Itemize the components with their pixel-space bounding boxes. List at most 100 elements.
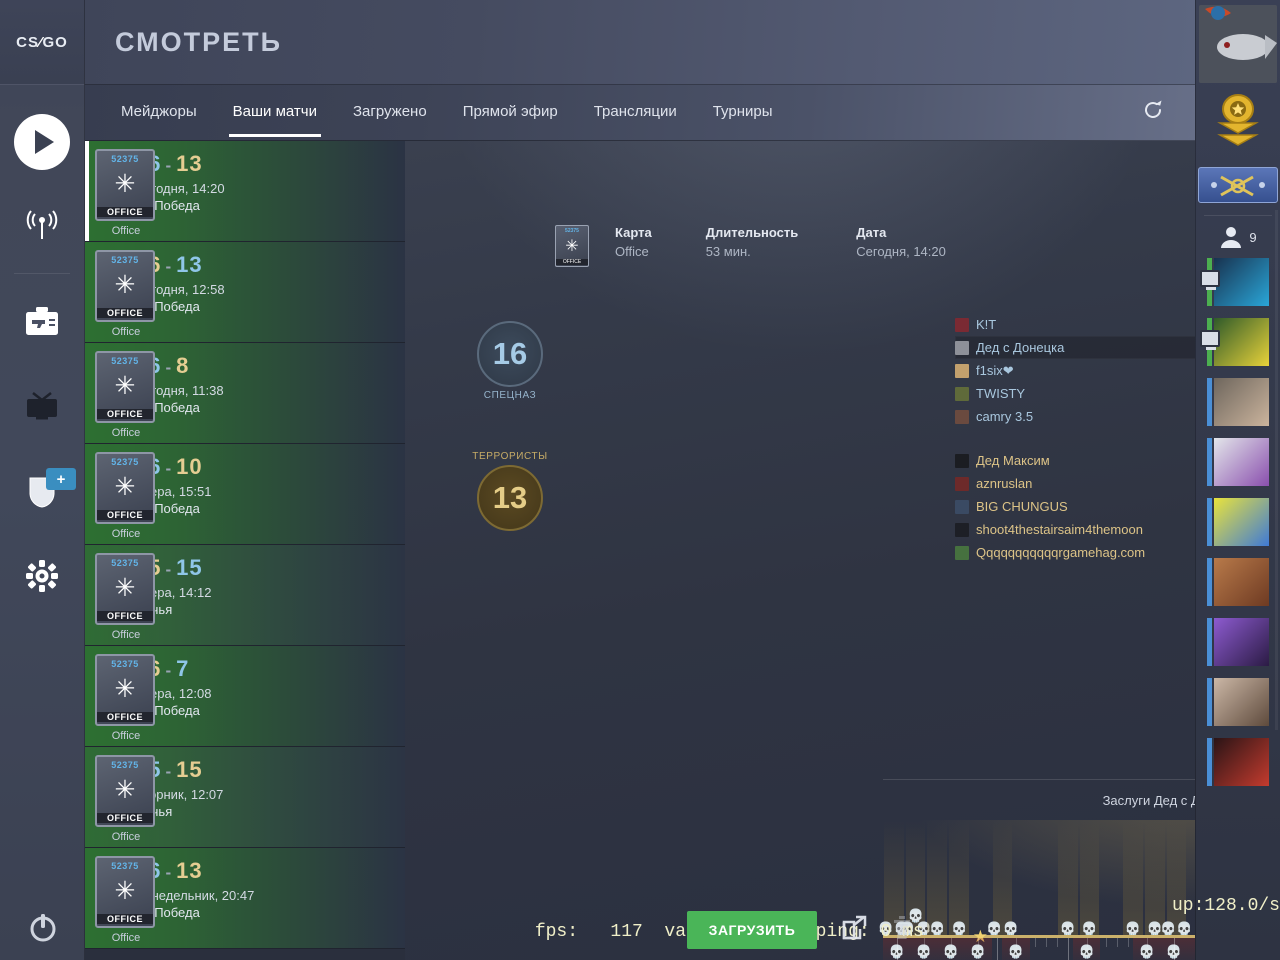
friend-item[interactable] [1207, 438, 1269, 486]
match-score: 15-15 [135, 757, 405, 783]
match-score-right: 8 [176, 353, 190, 378]
net-up-rate: up:128.0/s [1171, 896, 1280, 916]
friend-ingame-monitor-icon [1200, 330, 1220, 350]
kill-skull-icon: 💀 [915, 921, 932, 936]
tab-tournaments[interactable]: Турниры [712, 102, 773, 120]
scoreboard-row[interactable]: shoot4thestairsaim4themoon141025★239 [955, 518, 1195, 541]
round-kills: 💀 [1057, 922, 1079, 935]
round-mvp-star-icon: ★ [972, 927, 989, 946]
nav-play-button[interactable] [0, 99, 84, 184]
player-name-cell: Дед с Донецка [955, 340, 1195, 355]
scoreboard-row[interactable]: TWISTY17822★144 [955, 382, 1195, 405]
match-map-code: 52375 [111, 861, 139, 871]
nav-settings-button[interactable] [0, 533, 84, 618]
friend-avatar [1214, 498, 1269, 546]
meta-map-value: Office [615, 244, 649, 259]
round-kills: 💀💀 [878, 922, 910, 935]
friend-item[interactable] [1200, 258, 1269, 306]
match-list-item[interactable]: 52375 ✳ OFFICE Office 15-15 Вторник, 12:07 Нич… [85, 747, 405, 848]
friend-item[interactable] [1207, 618, 1269, 666]
match-list-item[interactable]: 52375 ✳ OFFICE Office 15-15 Вчера, 14:12 Ничья [85, 545, 405, 646]
round-death-cell [1041, 938, 1052, 960]
share-button[interactable] [841, 915, 867, 946]
friend-item[interactable] [1207, 378, 1269, 426]
friend-item[interactable] [1207, 678, 1269, 726]
match-list[interactable]: 52375 ✳ OFFICE Office 16-13 Сегодня, 14:20 🏆По… [85, 141, 405, 960]
friend-item[interactable] [1207, 498, 1269, 546]
tab-downloaded[interactable]: Загружено [352, 102, 427, 120]
match-list-item[interactable]: 52375 ✳ OFFICE Office 16-13 Сегодня, 14:20 🏆По… [85, 141, 405, 242]
meta-date-value: Сегодня, 14:20 [856, 244, 946, 259]
match-meta: 52375 ✳ OFFICE Карта Office Длительность… [555, 225, 946, 267]
friend-item[interactable] [1207, 738, 1269, 786]
tab-live[interactable]: Прямой эфир [462, 102, 558, 120]
player-name: shoot4thestairsaim4themoon [976, 522, 1143, 537]
player-avatar-icon [955, 476, 969, 491]
avatar[interactable] [1199, 5, 1277, 83]
match-map-label: Office [111, 629, 141, 641]
round-kills: 💀💀💀 [899, 909, 931, 935]
tab-broadcasts[interactable]: Трансляции [593, 102, 677, 120]
friend-avatar [1214, 618, 1269, 666]
round-kills: 💀 [1079, 922, 1101, 935]
match-result: 🏆Победа [135, 703, 405, 719]
match-list-item[interactable]: 52375 ✳ OFFICE Office 16-7 Вчера, 12:08 🏆Побед… [85, 646, 405, 747]
scoreboard-row[interactable]: Qqqqqqqqqqqrgamehag.com16426★236 [955, 541, 1195, 564]
nav-watch-button[interactable] [0, 363, 84, 448]
refresh-button[interactable] [1141, 98, 1165, 127]
rank-add-badge[interactable]: + [46, 468, 76, 490]
match-list-item[interactable]: 52375 ✳ OFFICE Office 16-10 Вчера, 15:51 🏆Побе… [85, 444, 405, 545]
download-button[interactable]: ЗАГРУЗИТЬ [686, 911, 818, 949]
scoreboard-row[interactable]: camry 3.511522★129 [955, 405, 1195, 428]
scoreboard-row[interactable]: f1six❤22616★451 [955, 359, 1195, 382]
match-list-item[interactable]: 52375 ✳ OFFICE Office 16-8 Сегодня, 11:38 🏆Поб… [85, 343, 405, 444]
scoreboard-row[interactable]: BIG CHUNGUS21519★251 [955, 495, 1195, 518]
nav-rank-button[interactable]: + [0, 448, 84, 533]
kill-skull-icon: 💀 [1002, 921, 1019, 936]
friend-avatar [1214, 318, 1269, 366]
scoreboard-row[interactable]: Дед Максим25317★360 [955, 449, 1195, 472]
match-map-thumb-name: OFFICE [97, 409, 153, 419]
match-score-right: 13 [176, 151, 203, 176]
match-result: 🏆Победа [135, 905, 405, 921]
player-name: Дед с Донецка [976, 340, 1065, 355]
match-map-thumb-name: OFFICE [97, 207, 153, 217]
match-map-thumb: 52375 ✳ OFFICE [95, 553, 155, 625]
friend-item[interactable] [1200, 318, 1269, 366]
delete-button[interactable] [891, 915, 913, 946]
match-score-right: 15 [176, 555, 203, 580]
person-icon [1221, 227, 1242, 248]
friend-ingame-monitor-icon [1200, 270, 1220, 290]
broadcast-icon [26, 209, 58, 239]
player-name-cell: Qqqqqqqqqqqrgamehag.com [955, 545, 1195, 560]
round-death-cell: 💀 [937, 938, 965, 960]
friend-status-bar [1207, 498, 1212, 546]
nav-power-button[interactable] [0, 912, 85, 944]
match-list-item[interactable]: 52375 ✳ OFFICE Office 16-13 Понедельник, 20:4… [85, 848, 405, 949]
death-skull-icon: 💀 [969, 944, 987, 959]
match-list-item[interactable]: 52375 ✳ OFFICE Office 16-13 Сегодня, 12:58 🏆По… [85, 242, 405, 343]
map-star-icon: ✳ [565, 237, 579, 255]
scoreboard-row[interactable]: Дед с Донецка25219★257 [955, 336, 1195, 359]
death-skull-icon: 💀 [888, 944, 905, 959]
scoreboard-row[interactable]: K!T29820★872 [955, 313, 1195, 336]
csgo-logo-text: CS⁄GO [16, 33, 68, 51]
match-map-thumb-name: OFFICE [97, 611, 153, 621]
map-star-icon: ✳ [114, 877, 136, 905]
friends-list[interactable] [1196, 258, 1280, 786]
tab-majors[interactable]: Мейджоры [121, 102, 197, 120]
nav-inventory-button[interactable] [0, 278, 84, 363]
nav-broadcast-button[interactable] [0, 184, 84, 269]
rail-divider [14, 273, 70, 274]
player-name: TWISTY [976, 386, 1026, 401]
match-score: 16-10 [135, 454, 405, 480]
left-nav-rail: CS⁄GO [0, 0, 85, 960]
map-star-icon: ✳ [114, 473, 136, 501]
gear-icon [26, 559, 58, 592]
tab-your-matches[interactable]: Ваши матчи [228, 103, 322, 137]
match-map-thumb-name: OFFICE [97, 510, 153, 520]
friend-item[interactable] [1207, 558, 1269, 606]
player-name-cell: f1six❤ [955, 363, 1195, 379]
scoreboard-row[interactable]: aznruslan211020★454 [955, 472, 1195, 495]
friends-scrollbar[interactable] [1275, 210, 1278, 730]
